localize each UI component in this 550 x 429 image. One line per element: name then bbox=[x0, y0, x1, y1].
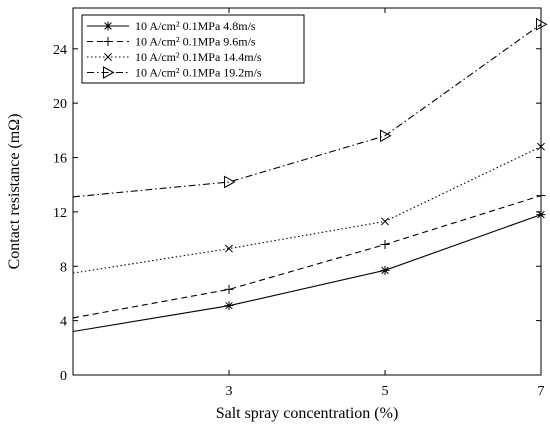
legend-label: 10 A/cm² 0.1MPa 19.2m/s bbox=[135, 66, 262, 80]
data-point bbox=[381, 217, 389, 226]
data-point bbox=[224, 175, 236, 189]
series-1 bbox=[72, 210, 546, 333]
x-tick-label: 7 bbox=[538, 384, 545, 399]
y-tick-label: 4 bbox=[60, 315, 67, 330]
data-point bbox=[224, 301, 234, 311]
series-line bbox=[72, 23, 542, 198]
data-point bbox=[380, 265, 390, 275]
y-tick-label: 24 bbox=[53, 43, 67, 58]
data-point bbox=[225, 244, 233, 253]
y-tick-label: 8 bbox=[60, 260, 67, 275]
legend-label: 10 A/cm² 0.1MPa 4.8m/s bbox=[135, 19, 256, 33]
x-axis-label: Salt spray concentration (%) bbox=[216, 405, 399, 422]
data-point bbox=[380, 129, 392, 143]
x-tick-label: 3 bbox=[226, 384, 233, 399]
legend-marker bbox=[103, 37, 113, 46]
legend-marker bbox=[103, 21, 113, 31]
data-point bbox=[536, 191, 546, 201]
series-4 bbox=[72, 17, 548, 198]
x-tick-label: 5 bbox=[382, 384, 389, 399]
y-tick-label: 12 bbox=[53, 206, 67, 221]
axis-layer: 0 4 8 12 16 20 24 3 5 7 bbox=[53, 8, 545, 399]
series-line bbox=[72, 146, 542, 274]
series-line bbox=[72, 214, 542, 333]
legend-label: 10 A/cm² 0.1MPa 9.6m/s bbox=[135, 35, 256, 49]
legend-marker bbox=[104, 53, 112, 61]
series-3 bbox=[72, 142, 545, 274]
y-tick-label: 16 bbox=[53, 152, 67, 167]
legend-marker bbox=[103, 66, 115, 79]
legend: 10 A/cm² 0.1MPa 4.8m/s 10 A/cm² 0.1MPa 9.… bbox=[81, 14, 305, 84]
data-point bbox=[537, 142, 545, 151]
data-point bbox=[224, 284, 234, 294]
series-layer bbox=[72, 17, 548, 333]
data-point bbox=[380, 240, 390, 250]
y-axis-label: Contact resistance (mΩ) bbox=[6, 114, 23, 270]
data-point bbox=[536, 210, 546, 220]
y-tick-label: 20 bbox=[53, 97, 67, 112]
data-point bbox=[536, 17, 548, 31]
series-2 bbox=[72, 191, 546, 319]
series-line bbox=[72, 195, 542, 319]
y-tick-label: 0 bbox=[60, 369, 67, 384]
legend-label: 10 A/cm² 0.1MPa 14.4m/s bbox=[135, 50, 262, 64]
